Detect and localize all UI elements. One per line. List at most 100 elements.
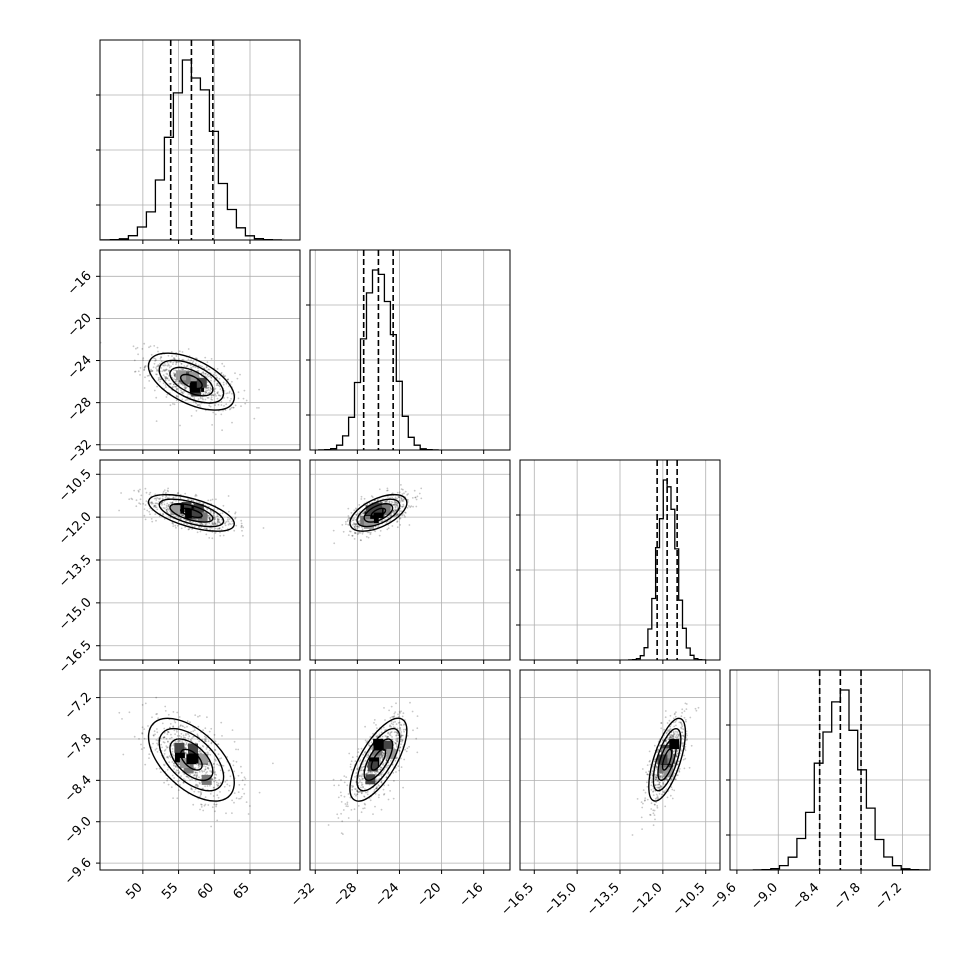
scatter-point (669, 714, 672, 717)
scatter-point (351, 519, 354, 522)
scatter-point (186, 364, 189, 367)
scatter-point (199, 396, 202, 398)
scatter-point (244, 402, 247, 405)
scatter-point (697, 706, 700, 709)
scatter-point (210, 825, 213, 828)
scatter-point (664, 778, 667, 781)
scatter-point (135, 347, 137, 350)
scatter-point (192, 803, 195, 806)
scatter-point (151, 520, 154, 523)
scatter-point (197, 364, 200, 367)
scatter-point (401, 734, 403, 737)
scatter-point (388, 709, 390, 712)
scatter-point (171, 386, 174, 389)
scatter-point (673, 725, 676, 728)
scatter-point (199, 795, 202, 797)
scatter-point (194, 788, 197, 791)
scatter-point (359, 774, 361, 777)
scatter-point (347, 817, 350, 819)
scatter-point (362, 512, 365, 515)
scatter-point (178, 358, 181, 360)
scatter-point (407, 493, 409, 495)
scatter-point (204, 768, 207, 771)
scatter-point (137, 490, 140, 493)
scatter-point (171, 750, 174, 753)
scatter-point (174, 374, 176, 377)
scatter-point (180, 775, 183, 777)
scatter-point (660, 785, 663, 788)
y-tick-label: −12.0 (56, 509, 95, 548)
scatter-point (681, 724, 683, 726)
scatter-point (191, 528, 194, 530)
scatter-point (222, 374, 225, 376)
scatter-point (160, 378, 162, 380)
scatter-point (390, 731, 393, 733)
scatter-point (395, 509, 397, 512)
panel-1-0: −32−28−24−20−16 (65, 249, 301, 467)
scatter-point (211, 498, 214, 501)
scatter-point (347, 534, 350, 536)
scatter-point (226, 392, 229, 394)
scatter-point (213, 380, 216, 383)
scatter-point (211, 399, 214, 401)
scatter-point (404, 512, 407, 514)
scatter-point (399, 510, 402, 512)
scatter-point (198, 781, 201, 784)
scatter-point (231, 812, 233, 814)
scatter-point (209, 764, 211, 766)
scatter-point (668, 737, 671, 739)
scatter-point (184, 736, 187, 739)
scatter-point (197, 766, 200, 769)
scatter-point (158, 498, 161, 501)
scatter-point (155, 420, 158, 422)
scatter-point (666, 779, 668, 781)
scatter-point (166, 364, 169, 367)
scatter-point (642, 802, 644, 805)
scatter-point (220, 413, 223, 416)
scatter-point (401, 493, 404, 495)
scatter-point (351, 779, 354, 781)
scatter-point (216, 763, 219, 766)
scatter-point (646, 781, 648, 784)
scatter-point (649, 759, 651, 762)
scatter-point (643, 799, 646, 802)
scatter-point (208, 522, 211, 525)
scatter-point (175, 766, 177, 768)
scatter-point (204, 765, 207, 768)
scatter-point (227, 378, 229, 381)
scatter-point (342, 833, 344, 835)
scatter-point (675, 734, 678, 737)
scatter-point (205, 391, 208, 394)
scatter-point (204, 393, 207, 395)
scatter-point (383, 707, 385, 709)
scatter-point (161, 746, 164, 749)
scatter-point (227, 520, 230, 523)
scatter-point (222, 534, 225, 537)
scatter-point (143, 369, 146, 371)
scatter-point (393, 715, 396, 718)
scatter-point (653, 814, 656, 816)
scatter-point (168, 366, 171, 369)
panel-frame (309, 669, 511, 871)
scatter-point (207, 389, 210, 391)
scatter-point (206, 376, 208, 378)
scatter-point (189, 779, 192, 781)
scatter-point (197, 367, 200, 370)
scatter-point (233, 792, 236, 794)
scatter-point (683, 754, 685, 757)
scatter-point (396, 513, 398, 516)
scatter-point (214, 740, 217, 743)
scatter-point (360, 786, 362, 789)
scatter-point (345, 776, 348, 778)
scatter-point (144, 365, 147, 367)
scatter-point (667, 730, 669, 733)
scatter-point (240, 405, 242, 408)
scatter-point (155, 767, 158, 770)
scatter-point (381, 520, 384, 523)
scatter-point (214, 532, 217, 534)
scatter-point (380, 781, 383, 784)
scatter-point (156, 373, 158, 376)
scatter-point (191, 521, 194, 523)
scatter-point (203, 770, 206, 773)
scatter-point (382, 754, 384, 756)
